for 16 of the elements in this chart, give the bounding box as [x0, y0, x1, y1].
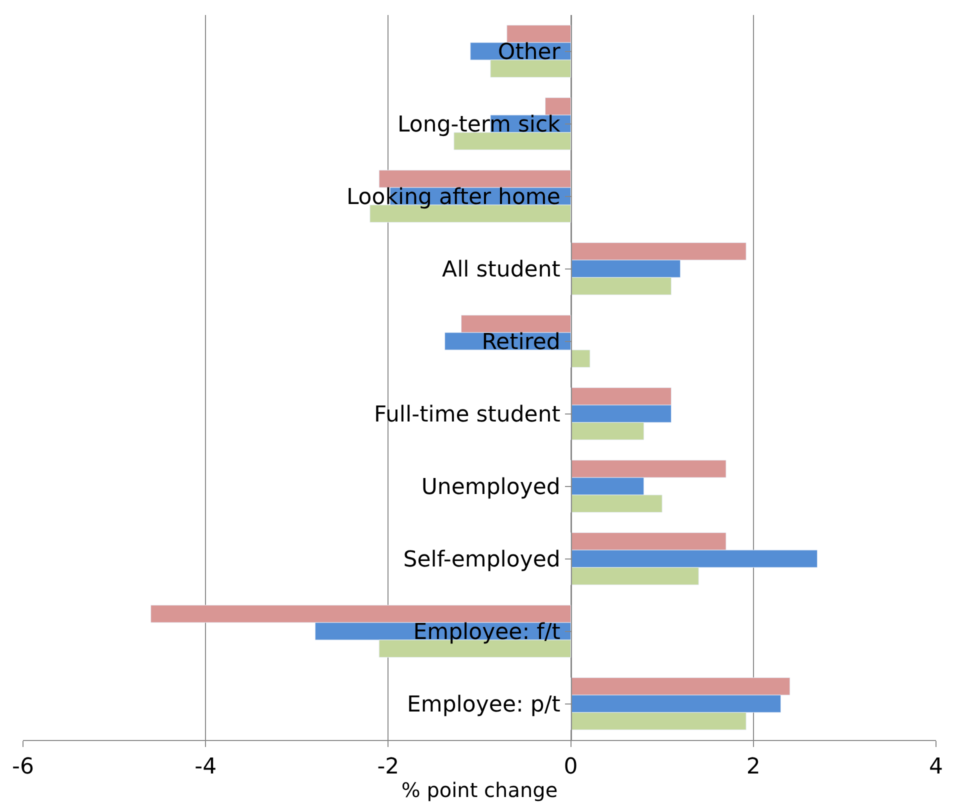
y-tick-label: Full-time student [374, 402, 561, 428]
y-tick-label: Employee: p/t [407, 692, 561, 718]
x-tick-label: -4 [194, 754, 217, 780]
x-axis-title: % point change [401, 778, 558, 802]
x-tick-label: 4 [929, 754, 943, 780]
y-tick-label: Retired [482, 330, 560, 355]
x-tick-label: 2 [746, 754, 760, 780]
y-tick-label: Self-employed [403, 547, 560, 572]
y-tick-label: Employee: f/t [413, 620, 561, 645]
y-tick-label: Looking after home [346, 184, 560, 210]
y-tick-label: All student [442, 257, 561, 282]
y-tick-label: Unemployed [421, 474, 560, 500]
x-tick-label: 0 [564, 754, 578, 780]
x-tick-label: -2 [377, 754, 400, 780]
x-tick-label: -6 [12, 754, 34, 780]
y-tick-label: Other [498, 40, 562, 65]
